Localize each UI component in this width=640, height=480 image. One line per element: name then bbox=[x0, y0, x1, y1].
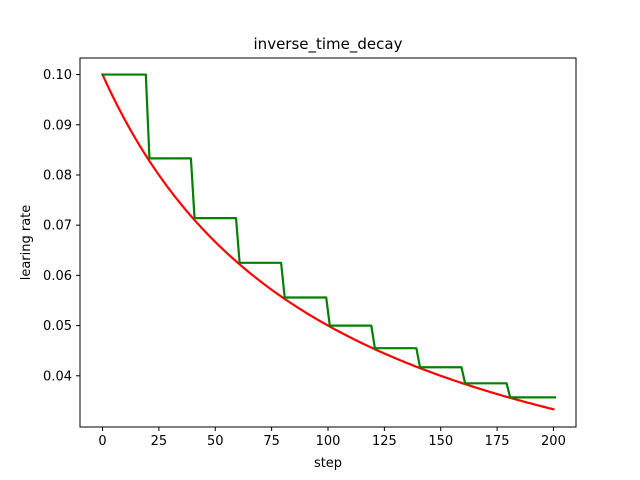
x-tick-label: 50 bbox=[207, 434, 224, 449]
y-tick-label: 0.09 bbox=[43, 118, 72, 133]
x-tick-label: 175 bbox=[485, 434, 510, 449]
y-tick-label: 0.07 bbox=[43, 219, 72, 234]
x-axis-label: step bbox=[314, 456, 342, 471]
y-tick-label: 0.06 bbox=[43, 269, 72, 284]
plot-frame bbox=[79, 57, 577, 428]
y-tick-label: 0.04 bbox=[43, 369, 72, 384]
y-tick-label: 0.05 bbox=[43, 319, 72, 334]
y-tick-label: 0.10 bbox=[43, 68, 72, 83]
smooth-decay-line bbox=[101, 73, 555, 411]
plot-area bbox=[80, 58, 576, 427]
series-lines bbox=[101, 73, 557, 411]
x-tick-label: 25 bbox=[151, 434, 168, 449]
x-axis-ticks: 0 25 50 75 100 125 150 175 200 bbox=[98, 427, 566, 449]
y-tick-label: 0.08 bbox=[43, 168, 72, 183]
x-tick-label: 75 bbox=[263, 434, 280, 449]
chart-title: inverse_time_decay bbox=[254, 35, 403, 54]
y-axis-label: learing rate bbox=[19, 205, 34, 281]
x-tick-label: 200 bbox=[541, 434, 566, 449]
y-axis-ticks: 0.04 0.05 0.06 0.07 0.08 0.09 0.10 bbox=[43, 68, 80, 384]
x-tick-label: 150 bbox=[428, 434, 453, 449]
x-tick-label: 100 bbox=[316, 434, 341, 449]
x-tick-label: 125 bbox=[372, 434, 397, 449]
staircase-decay-line bbox=[101, 73, 557, 399]
x-tick-label: 0 bbox=[98, 434, 106, 449]
